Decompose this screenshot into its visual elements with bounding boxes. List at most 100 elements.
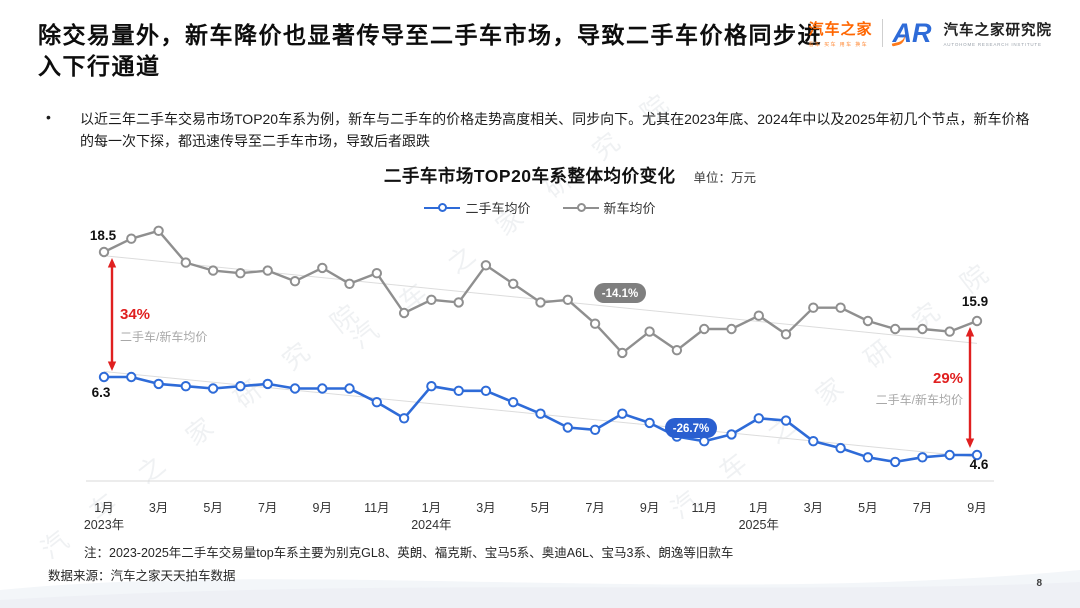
data-point <box>426 294 437 305</box>
data-point <box>98 246 110 258</box>
data-point <box>126 371 137 383</box>
data-point <box>917 452 928 463</box>
data-point <box>371 397 382 408</box>
autohome-logo: 汽车之家 看车 买车 用车 换车 AR 汽车之家研究院 AUTOHOME RES… <box>808 18 1052 48</box>
data-point <box>426 381 437 392</box>
data-point <box>453 297 464 308</box>
data-point <box>808 302 819 313</box>
legend-item-new-car: 新车均价 <box>562 198 656 217</box>
bullet-marker: • <box>46 109 51 125</box>
autohome-brand-tagline: 看车 买车 用车 换车 <box>808 42 869 48</box>
logo-institute-block: 汽车之家研究院 AUTOHOME RESEARCH INSTITUTE <box>944 19 1053 47</box>
data-point <box>289 383 301 394</box>
x-axis-month-label: 3月 <box>149 501 168 515</box>
change-badge-new <box>594 283 646 303</box>
price-gap-arrow-right-head-top <box>965 327 975 337</box>
data-point <box>808 436 819 447</box>
data-point <box>153 225 164 237</box>
data-point <box>726 429 737 440</box>
label-used-car-start: 6.3 <box>92 385 111 400</box>
legend-label-new: 新车均价 <box>603 201 656 216</box>
legend-marker-new-icon <box>562 202 599 213</box>
label-new-car-start: 18.5 <box>90 228 117 243</box>
data-point <box>644 326 655 337</box>
data-point <box>235 381 246 392</box>
label-new-car-end: 15.9 <box>962 294 988 309</box>
chart-unit-label: 单位：万元 <box>693 171 757 185</box>
x-axis-month-label: 3月 <box>804 501 823 515</box>
x-axis-month-label: 7月 <box>258 501 277 515</box>
data-point <box>671 345 683 356</box>
ar-mark-text: AR <box>892 17 932 48</box>
legend-item-used-car: 二手车均价 <box>424 198 531 217</box>
data-point <box>371 268 382 279</box>
data-point <box>753 310 764 321</box>
chart-title-row: 二手车市场TOP20车系整体均价变化 单位：万元 <box>30 163 1080 188</box>
x-axis-year-label: 2024年 <box>411 518 451 532</box>
data-point <box>753 413 764 424</box>
data-point <box>589 318 601 329</box>
data-point <box>398 307 410 319</box>
data-point <box>862 452 874 463</box>
x-axis-month-label: 9月 <box>313 501 332 515</box>
data-point <box>344 278 355 289</box>
data-point <box>180 257 192 268</box>
legend-label-used: 二手车均价 <box>465 201 531 216</box>
price-gap-arrow-right-head-bottom <box>965 438 975 448</box>
data-point <box>589 424 601 435</box>
bullet-text: 以近三年二手车交易市场TOP20车系为例，新车与二手车的价格走势高度相关、同步向… <box>80 111 1030 150</box>
data-point <box>971 315 983 327</box>
x-axis-month-label: 7月 <box>913 501 932 515</box>
x-axis-month-label: 9月 <box>640 501 659 515</box>
x-axis-month-label: 11月 <box>364 501 389 515</box>
data-source: 数据来源：汽车之家天天拍车数据 <box>48 569 236 583</box>
change-badge-label: -14.1% <box>602 288 638 300</box>
price-gap-arrow-left-head-bottom <box>107 361 117 371</box>
x-axis-month-label: 1月 <box>422 501 441 515</box>
watermark-text: 汽 车 之 家 研 究 院 <box>665 250 1004 524</box>
page-number: 8 <box>1036 578 1042 589</box>
data-point <box>890 323 901 335</box>
data-point <box>344 383 355 394</box>
data-point <box>617 347 628 359</box>
label-used-car-end: 4.6 <box>970 457 989 472</box>
chart-legend: 二手车均价 新车均价 <box>0 198 1080 217</box>
data-point <box>944 326 955 337</box>
data-point <box>207 383 219 394</box>
data-point <box>453 385 464 396</box>
data-point <box>562 294 573 305</box>
data-point <box>235 268 246 279</box>
page-title: 除交易量外，新车降价也显著传导至二手车市场，导致二手车价格同步进入下行通道 <box>38 22 822 80</box>
data-point <box>98 371 110 383</box>
autohome-brand-text: 汽车之家 <box>808 21 873 38</box>
footnote: 注：2023-2025年二手车交易量top车系主要为别克GL8、英朗、福克斯、宝… <box>84 546 734 560</box>
ratio-left-value: 34% <box>120 306 150 323</box>
data-point <box>862 315 874 327</box>
x-axis-year-label: 2023年 <box>84 518 124 532</box>
data-point <box>699 436 710 447</box>
change-badge-label: -26.7% <box>673 423 709 435</box>
watermark-text: 汽 车 之 家 研 究 院 <box>345 80 684 354</box>
data-point <box>780 329 792 340</box>
data-point <box>917 323 928 335</box>
data-point <box>480 260 492 271</box>
data-point <box>398 413 410 424</box>
data-point <box>317 383 328 394</box>
data-point <box>508 397 519 408</box>
price-gap-arrow-left-head-top <box>107 258 117 268</box>
data-point <box>535 408 546 419</box>
chart-title: 二手车市场TOP20车系整体均价变化 <box>383 166 676 186</box>
data-point <box>207 265 219 276</box>
legend-marker-used-icon <box>424 202 461 213</box>
x-axis-year-label: 2025年 <box>739 518 779 532</box>
data-point <box>126 233 137 244</box>
ratio-left-label: 二手车/新车均价 <box>120 329 207 344</box>
logo-divider <box>881 19 883 47</box>
x-axis-month-label: 3月 <box>476 501 495 515</box>
change-badge-used <box>665 418 717 438</box>
logo-brand-block: 汽车之家 看车 买车 用车 换车 <box>808 18 872 48</box>
x-axis-month-label: 5月 <box>858 501 877 515</box>
data-point <box>317 262 328 274</box>
